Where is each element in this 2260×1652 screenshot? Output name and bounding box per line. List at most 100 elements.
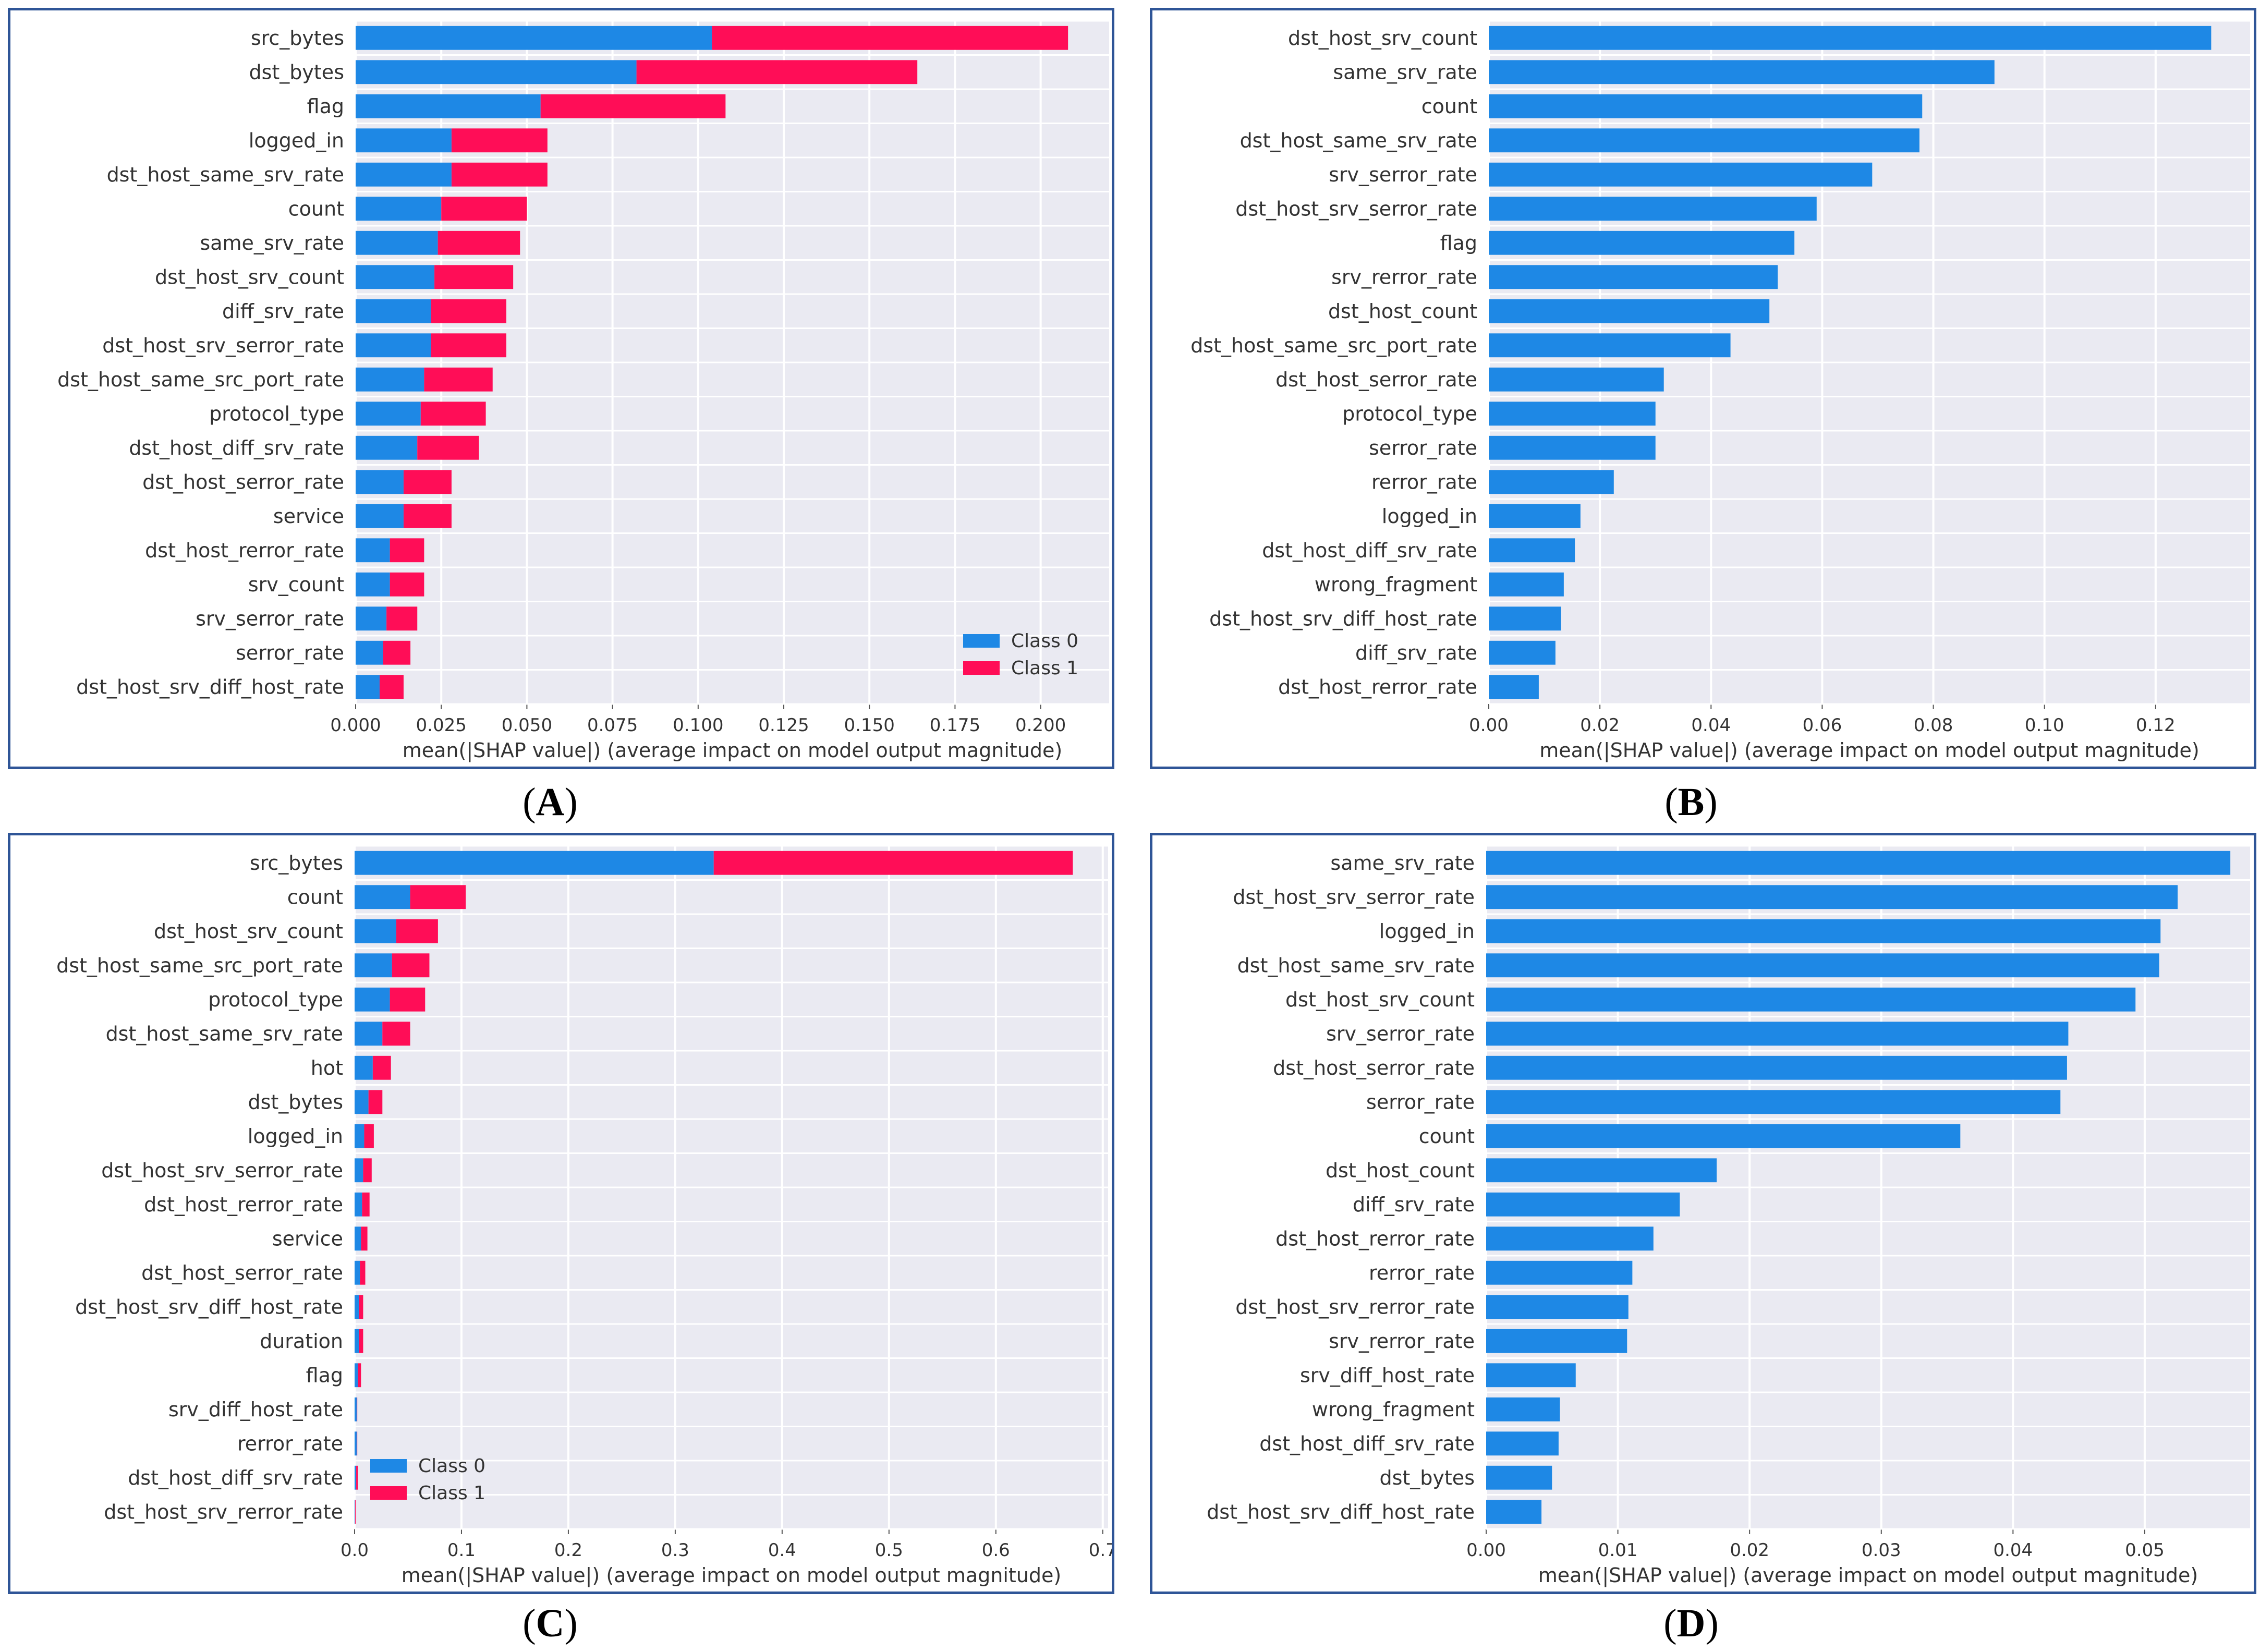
bar-value <box>1489 162 1873 187</box>
bar-value <box>1486 1500 1542 1524</box>
bar-class-0 <box>356 435 418 460</box>
legend-swatch <box>370 1459 407 1473</box>
x-tick-label: 0.7 <box>1089 1540 1112 1561</box>
bar-class-1 <box>363 1158 372 1183</box>
y-tick-label: dst_host_same_src_port_rate <box>1190 334 1477 357</box>
y-tick-label: logged_in <box>1379 920 1475 943</box>
y-tick-label: service <box>272 1227 343 1250</box>
bar-value <box>1486 1192 1680 1217</box>
shap-bar-chart-b: 0.00 0.02 0.04 0.06 0.08 0.10 0.12 dst_host_srv… <box>1190 20 2250 762</box>
bar-value <box>1489 606 1561 631</box>
bar-class-1 <box>403 470 452 494</box>
bar-value <box>1486 1295 1629 1319</box>
bar-class-0 <box>356 538 390 563</box>
bar-class-1 <box>420 402 486 426</box>
y-tick-label: logged_in <box>248 1125 343 1148</box>
bar-value <box>1486 1260 1633 1285</box>
y-tick-label: dst_host_same_srv_rate <box>1240 129 1477 152</box>
bar-class-0 <box>355 1226 361 1251</box>
bar-class-1 <box>540 94 726 118</box>
y-tick-label: logged_in <box>249 129 344 152</box>
bar-class-0 <box>355 1055 373 1080</box>
panel-label-c: (C) <box>523 1601 578 1645</box>
y-tick-label: dst_host_diff_srv_rate <box>1259 1432 1475 1455</box>
y-tick-label: serror_rate <box>1369 436 1477 459</box>
bar-class-0 <box>355 919 396 943</box>
y-tick-label: dst_host_srv_count <box>154 920 343 943</box>
panel-label-a: (A) <box>523 780 578 824</box>
y-tick-label: dst_host_count <box>1328 300 1477 323</box>
bar-value <box>1486 1329 1627 1353</box>
y-tick-label: same_srv_rate <box>200 232 344 254</box>
bar-class-0 <box>355 851 714 875</box>
bar-value <box>1486 1090 2061 1114</box>
y-tick-label: srv_diff_host_rate <box>168 1398 343 1421</box>
bar-value <box>1486 1124 1961 1148</box>
bar-value <box>1486 953 2159 978</box>
panel-label-d: (D) <box>1663 1601 1719 1645</box>
x-tick-label: 0.1 <box>447 1540 476 1561</box>
y-tick-label: src_bytes <box>251 27 344 50</box>
x-tick-label: 0.01 <box>1598 1540 1638 1561</box>
bar-class-1 <box>390 538 424 563</box>
x-tick-label: 0.5 <box>875 1540 903 1561</box>
y-tick-label: dst_host_srv_rerror_rate <box>104 1500 343 1523</box>
bar-value <box>1489 367 1664 392</box>
bar-class-1 <box>390 987 426 1012</box>
panel-d: 0.00 0.01 0.02 0.03 0.04 0.05 same_srv_rate dst… <box>1150 833 2256 1594</box>
y-tick-label: dst_host_rerror_rate <box>145 539 344 562</box>
x-axis-label: mean(|SHAP value|) (average impact on mo… <box>1538 1564 2198 1587</box>
bar-class-0 <box>355 1158 363 1183</box>
panel-b: 0.00 0.02 0.04 0.06 0.08 0.10 0.12 dst_host_srv… <box>1150 8 2256 769</box>
y-tick-label: dst_host_diff_srv_rate <box>129 436 344 459</box>
bar-class-1 <box>441 197 527 221</box>
bar-class-1 <box>358 1363 361 1388</box>
bar-class-0 <box>356 299 431 323</box>
y-tick-label: dst_host_serror_rate <box>141 1261 343 1284</box>
bar-class-1 <box>372 1055 391 1080</box>
bar-class-1 <box>379 675 404 699</box>
y-tick-label: protocol_type <box>209 402 344 425</box>
y-tick-label: dst_bytes <box>249 60 344 83</box>
y-tick-label: srv_rerror_rate <box>1331 265 1477 288</box>
x-tick-label: 0.03 <box>1862 1540 1901 1561</box>
y-tick-label: protocol_type <box>1342 402 1477 425</box>
y-tick-label: srv_serror_rate <box>1326 1022 1475 1045</box>
bar-class-1 <box>431 333 506 358</box>
bar-class-1 <box>438 230 520 255</box>
x-tick-label: 0.125 <box>758 715 809 736</box>
bar-class-0 <box>356 470 404 494</box>
y-tick-label: dst_host_same_src_port_rate <box>57 368 344 391</box>
legend-label: Class 0 <box>1011 630 1078 652</box>
bar-class-0 <box>356 333 431 358</box>
y-tick-label: srv_serror_rate <box>196 607 344 630</box>
shap-bar-chart-d: 0.00 0.01 0.02 0.03 0.04 0.05 same_srv_ratedst… <box>1207 845 2250 1587</box>
bar-value <box>1489 230 1795 255</box>
y-tick-label: dst_host_srv_serror_rate <box>101 1159 343 1182</box>
bar-class-1 <box>359 1295 363 1319</box>
bar-value <box>1486 1431 1559 1456</box>
bar-value <box>1489 333 1731 358</box>
bar-value <box>1489 94 1923 118</box>
y-tick-label: dst_host_rerror_rate <box>144 1193 343 1216</box>
y-tick-label: flag <box>1440 232 1477 254</box>
bar-value <box>1486 1397 1560 1422</box>
y-tick-label: src_bytes <box>250 852 343 874</box>
bar-value <box>1489 435 1656 460</box>
bar-value <box>1489 504 1581 528</box>
y-tick-label: count <box>1419 1125 1475 1148</box>
bar-class-1 <box>360 1260 366 1285</box>
y-tick-label: dst_host_srv_diff_host_rate <box>1209 607 1477 630</box>
bar-value <box>1489 402 1656 426</box>
y-tick-label: srv_rerror_rate <box>1329 1330 1475 1353</box>
bar-class-0 <box>356 26 712 50</box>
bar-class-1 <box>368 1090 383 1114</box>
y-tick-label: dst_host_rerror_rate <box>1275 1227 1475 1250</box>
bar-value <box>1489 26 2212 50</box>
bar-class-0 <box>355 1465 357 1490</box>
bar-class-0 <box>356 675 380 699</box>
x-tick-label: 0.4 <box>768 1540 796 1561</box>
x-tick-label: 0.100 <box>673 715 723 736</box>
bar-class-0 <box>355 1124 364 1148</box>
x-tick-label: 0.050 <box>502 715 552 736</box>
